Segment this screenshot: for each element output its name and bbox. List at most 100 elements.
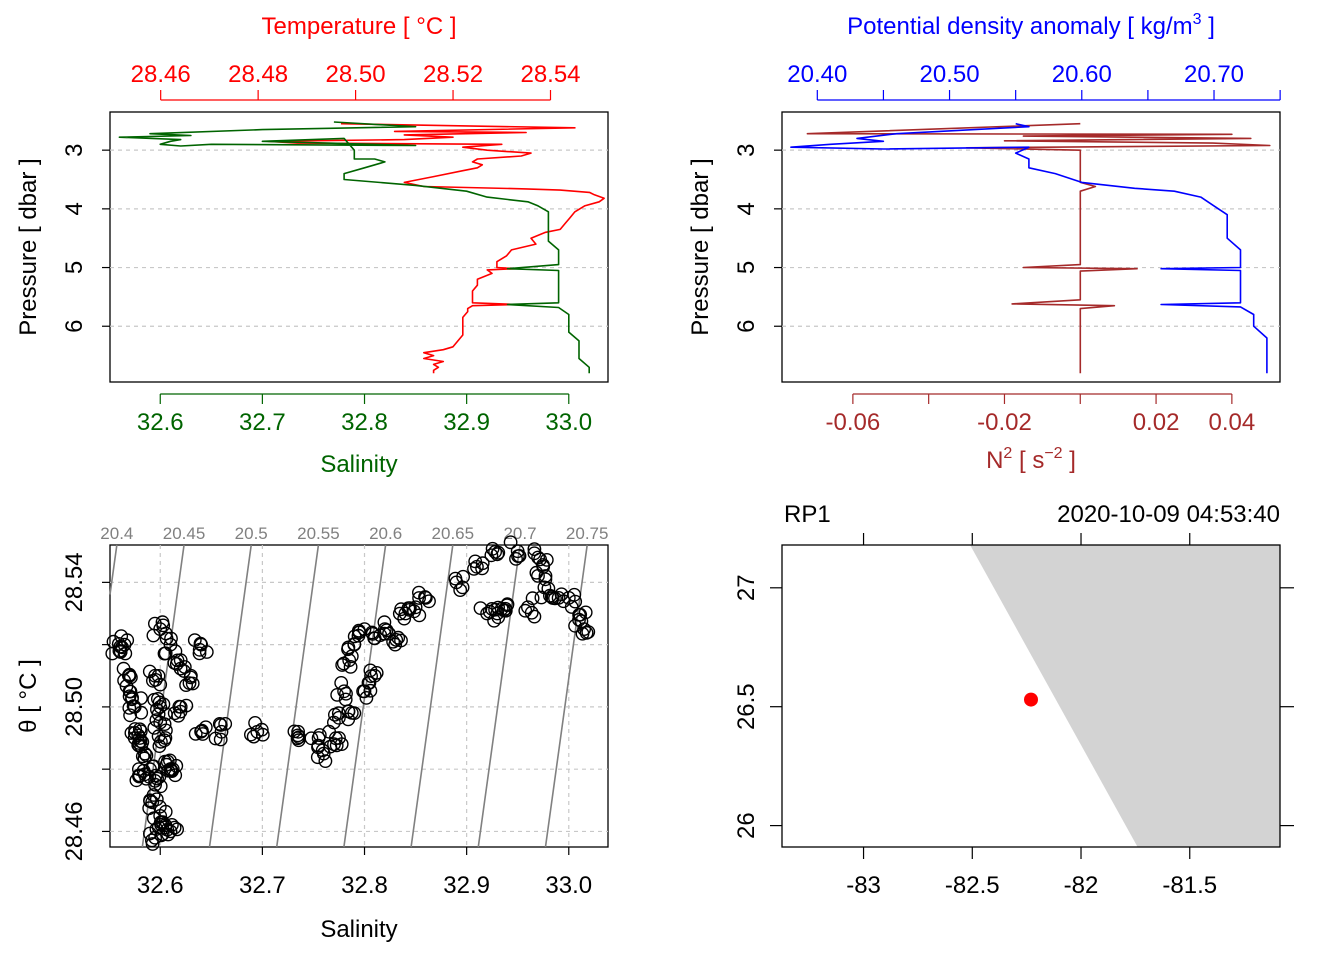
profile-ts-frame	[109, 111, 609, 383]
ts-point	[394, 602, 408, 617]
temperature-tick-label: 28.48	[228, 61, 288, 88]
isopycnal-line	[343, 544, 387, 848]
map-left-axis: 26 26.5 27	[733, 574, 782, 839]
longitude-tick-label: -82.5	[945, 872, 1000, 899]
profile-density-sigma-series	[790, 122, 1268, 374]
ts-point	[168, 768, 183, 783]
density-line	[790, 122, 1268, 374]
ts-diagram-frame	[109, 544, 609, 848]
ts-point	[125, 690, 140, 705]
ts-point	[111, 637, 126, 651]
ts-point	[327, 707, 342, 722]
ts-point	[556, 594, 571, 609]
ts-point	[310, 750, 325, 765]
latitude-tick-label: 26.5	[733, 683, 760, 730]
ts-point	[527, 609, 542, 624]
ts-theta-title: θ [ °C ]	[15, 659, 42, 733]
ts-point	[456, 569, 470, 584]
profile-density-pressure-title: Pressure [ dbar ]	[687, 158, 714, 335]
ts-point	[171, 708, 186, 723]
ts-point	[129, 773, 144, 788]
ts-point	[394, 633, 408, 648]
profile-ts-top-axis: 28.46 28.48 28.50 28.52 28.54	[131, 61, 581, 101]
profile-density-top-axis: 20.40 20.50 20.60 20.70	[787, 61, 1281, 101]
temperature-tick-label: 28.46	[131, 61, 191, 88]
ts-point	[139, 748, 154, 763]
ts-point	[159, 631, 174, 646]
density-tick-label: 20.70	[1184, 61, 1244, 88]
ts-point	[496, 603, 511, 618]
land-polygon	[970, 545, 1280, 847]
profile-ts-bottom-axis: 32.6 32.7 32.8 32.9 33.0	[137, 393, 592, 436]
ts-point	[131, 738, 146, 752]
ts-point	[418, 591, 433, 605]
station-datetime: 2020-10-09 04:53:40	[1057, 501, 1280, 528]
pressure-tick-label: 6	[733, 320, 760, 333]
pressure-tick-label: 3	[733, 144, 760, 157]
latitude-tick-label: 27	[733, 574, 760, 601]
isopycnal-line	[477, 544, 521, 848]
ts-point	[304, 731, 319, 746]
ts-point	[148, 774, 163, 788]
ts-point	[377, 626, 392, 641]
n2-axis-title: N2 [ s−2 ]	[986, 445, 1076, 474]
ts-point	[331, 710, 346, 725]
profile-density-n2-series	[806, 122, 1271, 374]
n2-tick-label: -0.02	[977, 409, 1032, 436]
salinity-tick-label: 32.9	[443, 872, 490, 899]
ts-point	[121, 668, 136, 683]
temperature-tick-label: 28.50	[326, 61, 386, 88]
ts-point	[475, 556, 490, 571]
isopycnal-label: 20.6	[369, 524, 402, 543]
ts-point	[116, 661, 131, 676]
ts-point	[160, 754, 175, 769]
ts-point	[538, 569, 553, 583]
ts-point	[124, 726, 139, 740]
ts-point	[512, 549, 527, 563]
profile-density-left-axis: 3 4 5 6	[733, 144, 782, 333]
profile-ts-left-axis: 3 4 5 6	[61, 144, 110, 333]
density-tick-label: 20.40	[787, 61, 847, 88]
map-top-ticks	[862, 533, 1191, 545]
ts-point	[484, 548, 499, 563]
ts-diagram-grid	[110, 545, 608, 847]
ts-point	[351, 623, 366, 638]
temperature-tick-label: 28.52	[423, 61, 483, 88]
ts-point	[246, 729, 261, 744]
ts-point	[412, 591, 426, 605]
ts-point	[341, 712, 356, 727]
ts-point	[157, 733, 172, 748]
station-map-panel: -83 -82.5 -82 -81.5 26 26.5 27 RP1 2020-10-09…	[733, 501, 1294, 899]
ts-point	[386, 634, 400, 649]
profile-density-panel: 20.40 20.50 20.60 20.70 -0.06 -0.02 0.02 0.04 …	[687, 11, 1281, 474]
map-bottom-axis: -83 -82.5 -82 -81.5	[846, 847, 1217, 899]
ts-point	[334, 737, 349, 751]
profile-ts-temperature-series	[267, 122, 605, 374]
profile-ts-panel: 28.46 28.48 28.50 28.52 28.54 32.6 32.7 32.8 32…	[15, 13, 609, 478]
ts-point	[448, 571, 463, 586]
ts-point	[359, 691, 374, 705]
profile-ts-pressure-title: Pressure [ dbar ]	[15, 158, 42, 335]
temperature-tick-label: 28.54	[520, 61, 580, 88]
ts-point	[503, 535, 518, 550]
ts-point	[123, 684, 138, 699]
ts-point	[147, 721, 162, 735]
ts-point	[131, 728, 146, 743]
ts-point	[151, 707, 166, 721]
ts-point	[475, 561, 489, 576]
ts-point	[128, 722, 143, 736]
ts-point	[146, 628, 161, 643]
pressure-tick-label: 5	[733, 261, 760, 274]
ts-point	[169, 657, 184, 671]
ts-point	[509, 552, 523, 566]
ts-point	[134, 691, 148, 705]
ts-point	[498, 601, 513, 616]
n2-line	[806, 122, 1271, 374]
map-right-ticks	[1280, 587, 1294, 827]
ts-point	[126, 699, 141, 713]
ts-point	[248, 716, 263, 730]
isopycnal-line	[410, 544, 454, 848]
pressure-tick-label: 4	[61, 202, 88, 215]
station-name: RP1	[784, 501, 831, 528]
isopycnal-label: 20.75	[566, 524, 609, 543]
